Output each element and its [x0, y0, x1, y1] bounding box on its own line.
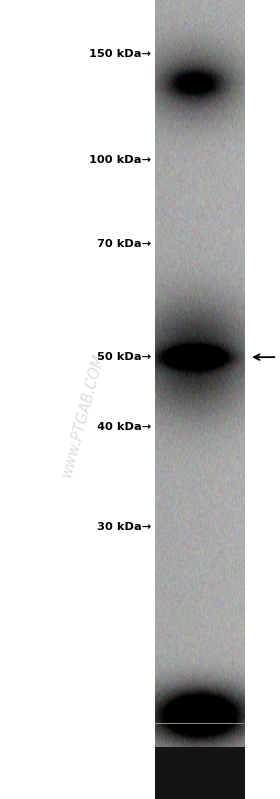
Text: 150 kDa→: 150 kDa→ — [89, 50, 151, 59]
Text: 70 kDa→: 70 kDa→ — [97, 239, 151, 248]
Text: 40 kDa→: 40 kDa→ — [97, 423, 151, 432]
Text: www.PTGAB.COM: www.PTGAB.COM — [59, 352, 106, 479]
Text: 50 kDa→: 50 kDa→ — [97, 352, 151, 362]
Text: 100 kDa→: 100 kDa→ — [89, 155, 151, 165]
Text: 30 kDa→: 30 kDa→ — [97, 523, 151, 532]
